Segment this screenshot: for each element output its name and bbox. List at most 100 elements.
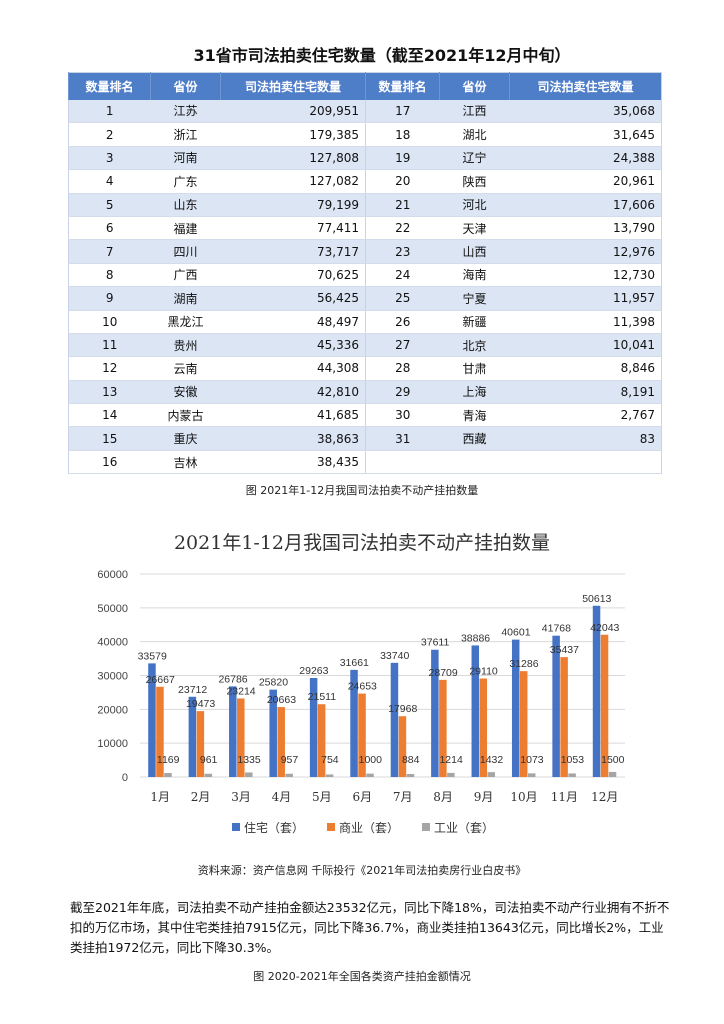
cell-count: 77,411 (220, 216, 366, 241)
cell-province: 内蒙古 (150, 403, 221, 428)
legend-swatch (327, 823, 335, 831)
table-row: 2 浙江 179,385 18 湖北 31,645 (68, 122, 662, 147)
data-label: 23214 (226, 685, 255, 697)
data-label: 25820 (259, 677, 288, 689)
table-header-row: 数量排名 省份 司法拍卖住宅数量 数量排名 省份 司法拍卖住宅数量 (68, 72, 662, 100)
data-label: 26786 (218, 673, 247, 685)
legend-label: 住宅（套） (244, 820, 304, 835)
cell-count: 56,425 (220, 286, 366, 311)
data-label: 40601 (501, 627, 530, 639)
ranking-table: 数量排名 省份 司法拍卖住宅数量 数量排名 省份 司法拍卖住宅数量 1 江苏 209… (68, 72, 662, 475)
chart-title: 2021年1-12月我国司法拍卖不动产挂拍数量 (173, 532, 551, 554)
cell-province: 天津 (439, 216, 510, 241)
data-label: 754 (321, 754, 339, 766)
bar-0 (309, 677, 318, 777)
cell-province: 陕西 (439, 169, 510, 194)
table-row: 13 安徽 42,810 29 上海 8,191 (68, 380, 662, 405)
cell-rank: 26 (365, 310, 440, 334)
cell-rank: 7 (68, 239, 151, 264)
body-paragraph: 截至2021年年底，司法拍卖不动产挂拍金额达23532亿元，同比下降18%，司法… (70, 900, 670, 955)
cell-count: 24,388 (509, 146, 662, 171)
cell-rank: 11 (68, 333, 151, 358)
bar-2 (487, 772, 496, 777)
bar-1 (277, 707, 285, 777)
bar-0 (350, 669, 358, 777)
cell-province: 云南 (150, 356, 221, 381)
cell-count: 12,976 (509, 239, 662, 264)
legend-swatch (232, 823, 240, 831)
table-row: 9 湖南 56,425 25 宁夏 11,957 (68, 286, 662, 311)
data-label: 26667 (146, 674, 175, 686)
cell-rank: 29 (365, 380, 440, 405)
cell-count: 13,790 (509, 216, 662, 241)
cell-province: 四川 (150, 239, 221, 264)
bar-2 (568, 773, 576, 777)
cell-rank: 24 (365, 263, 440, 288)
bar-2 (325, 774, 334, 777)
data-label: 21511 (308, 691, 337, 703)
col-header-count-2: 司法拍卖住宅数量 (509, 72, 662, 100)
table-row: 14 内蒙古 41,685 30 青海 2,767 (68, 403, 662, 428)
table-row: 8 广西 70,625 24 海南 12,730 (68, 263, 662, 288)
table-row: 4 广东 127,082 20 陕西 20,961 (68, 169, 662, 194)
col-header-rank-2: 数量排名 (365, 72, 440, 100)
cell-count: 35,068 (509, 99, 662, 124)
cell-province: 广西 (150, 263, 221, 288)
cell-rank (365, 450, 440, 475)
cell-province: 新疆 (439, 310, 510, 334)
table-row: 1 江苏 209,951 17 江西 35,068 (68, 99, 662, 124)
cell-rank: 17 (365, 99, 440, 124)
data-label: 961 (200, 754, 218, 766)
y-tick-label: 20000 (97, 704, 128, 716)
cell-province: 上海 (439, 380, 510, 405)
cell-rank: 13 (68, 380, 151, 405)
data-label: 1169 (157, 754, 180, 766)
cell-province: 广东 (150, 169, 221, 194)
y-tick-label: 10000 (97, 738, 128, 750)
table-row: 5 山东 79,199 21 河北 17,606 (68, 193, 662, 217)
data-label: 35437 (550, 644, 579, 656)
cell-rank: 18 (365, 122, 440, 147)
cell-rank: 1 (68, 99, 151, 124)
bar-1 (317, 704, 326, 777)
cell-count: 127,082 (220, 169, 366, 194)
data-label: 33579 (138, 650, 167, 662)
cell-count: 73,717 (220, 239, 366, 264)
table-body: 1 江苏 209,951 17 江西 35,068 2 浙江 179,385 18 湖北 31,645… (68, 99, 662, 475)
y-tick-label: 0 (122, 772, 128, 784)
x-tick-label: 8月 (433, 790, 453, 804)
data-label: 1053 (561, 754, 585, 766)
cell-count: 45,336 (220, 333, 366, 358)
cell-count: 11,957 (509, 286, 662, 311)
cell-rank: 28 (365, 356, 440, 381)
bar-1 (398, 716, 407, 777)
data-label: 38886 (461, 632, 490, 644)
data-label: 1073 (520, 754, 544, 766)
data-label: 42043 (590, 622, 619, 634)
cell-count: 12,730 (509, 263, 662, 288)
bar-0 (552, 635, 560, 777)
table-row: 10 黑龙江 48,497 26 新疆 11,398 (68, 310, 662, 334)
cell-province: 吉林 (150, 450, 221, 475)
cell-rank: 25 (365, 286, 440, 311)
cell-rank: 12 (68, 356, 151, 381)
y-tick-label: 60000 (97, 569, 128, 581)
cell-rank: 20 (365, 169, 440, 194)
cell-province (439, 450, 510, 475)
col-header-count: 司法拍卖住宅数量 (220, 72, 366, 100)
bar-2 (447, 772, 455, 777)
cell-rank: 5 (68, 193, 151, 217)
bar-0 (148, 663, 156, 777)
x-tick-label: 11月 (551, 790, 578, 804)
cell-rank: 22 (365, 216, 440, 241)
bar-1 (439, 679, 447, 777)
col-header-province-2: 省份 (439, 72, 510, 100)
cell-rank: 3 (68, 146, 151, 171)
bar-0 (592, 605, 601, 777)
cell-province: 海南 (439, 263, 510, 288)
x-tick-label: 1月 (150, 790, 170, 804)
bar-0 (511, 639, 520, 777)
col-header-rank: 数量排名 (68, 72, 151, 100)
cell-count: 8,191 (509, 380, 662, 405)
bar-1 (519, 671, 528, 777)
